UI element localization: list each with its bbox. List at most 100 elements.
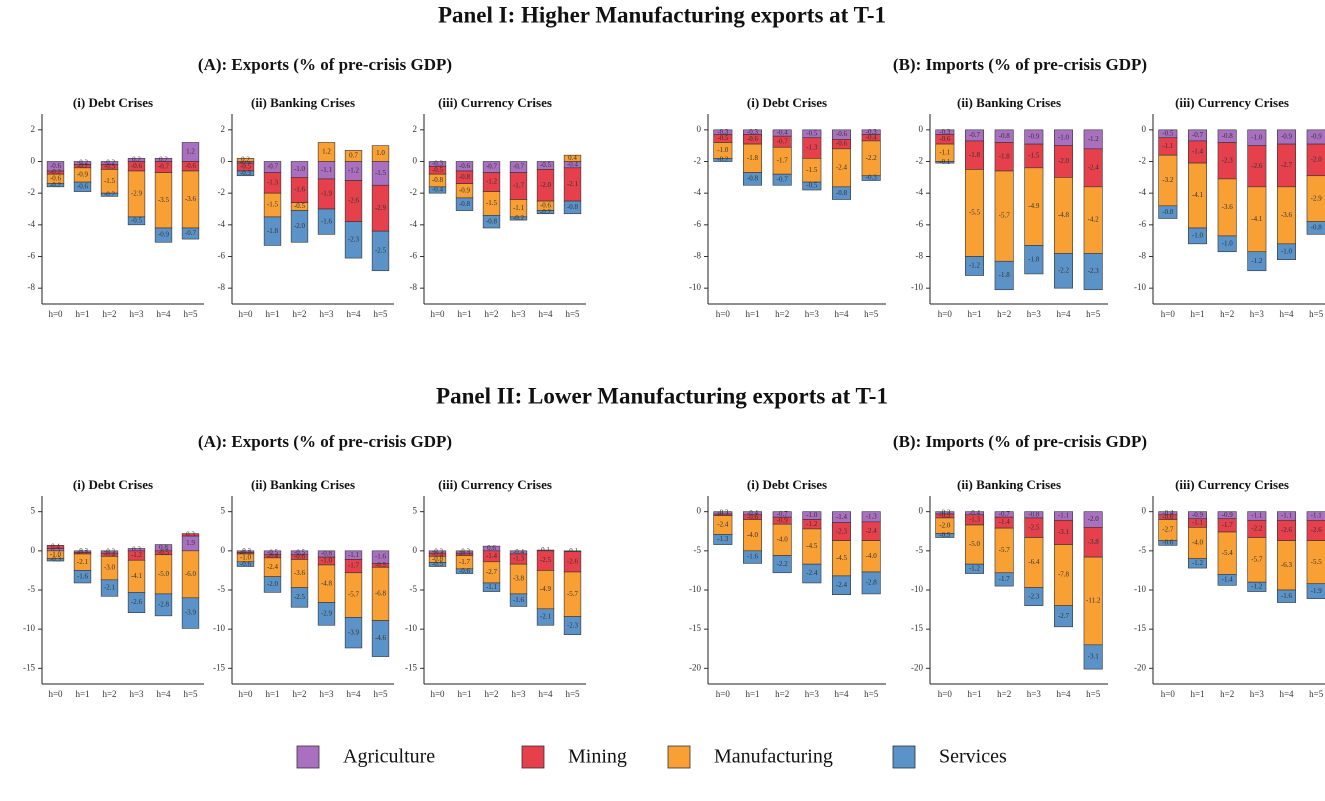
value-label: -1.7 xyxy=(1222,521,1234,529)
value-label: -0.1 xyxy=(567,547,579,555)
x-tick-label: h=2 xyxy=(484,309,498,319)
value-label: -0.7 xyxy=(158,163,170,171)
value-label: -1.5 xyxy=(104,177,116,185)
x-tick-label: h=1 xyxy=(265,689,279,699)
value-label: -0.9 xyxy=(77,171,89,179)
value-label: -2.0 xyxy=(939,521,951,529)
value-label: -1.2 xyxy=(1251,582,1263,590)
value-label: -4.5 xyxy=(806,542,818,550)
x-tick-label: h=5 xyxy=(1309,309,1324,319)
value-label: -0.4 xyxy=(777,129,789,137)
x-tick-label: h=0 xyxy=(48,689,63,699)
value-label: -0.4 xyxy=(513,548,525,556)
value-label: -1.7 xyxy=(513,182,525,190)
bar-segment xyxy=(772,555,792,574)
value-label: -0.9 xyxy=(1222,511,1234,519)
value-label: -2.8 xyxy=(866,579,878,587)
x-tick-label: h=0 xyxy=(1161,689,1176,699)
value-label: -0.2 xyxy=(77,549,89,557)
bar-segment xyxy=(236,158,255,162)
value-label: -1.1 xyxy=(1281,512,1293,520)
value-label: -3.9 xyxy=(348,628,360,636)
value-label: -1.0 xyxy=(1251,133,1263,141)
value-label: -11.2 xyxy=(1086,597,1101,605)
bar-segment xyxy=(1083,253,1103,291)
y-tick-label: 2 xyxy=(221,124,226,134)
value-label: 0.3 xyxy=(186,530,195,538)
x-tick-label: h=3 xyxy=(805,309,820,319)
y-tick-label: -8 xyxy=(410,282,418,292)
value-label: -0.8 xyxy=(486,217,498,225)
value-label: -0.5 xyxy=(806,129,818,137)
value-label: -1.0 xyxy=(1222,239,1234,247)
bar-segment xyxy=(46,545,65,549)
value-label: -0.5 xyxy=(939,512,951,520)
value-label: -0.3 xyxy=(866,174,878,182)
x-tick-label: h=3 xyxy=(1027,309,1042,319)
y-tick-label: -4 xyxy=(694,187,702,197)
value-label: -1.2 xyxy=(1088,135,1100,143)
y-tick-label: -4 xyxy=(1139,187,1147,197)
bar-segment xyxy=(263,216,282,246)
value-label: -1.0 xyxy=(1192,232,1204,240)
bar-segment xyxy=(46,558,65,562)
value-label: -1.3 xyxy=(513,555,525,563)
value-label: 1.9 xyxy=(186,539,195,547)
bar-segment xyxy=(994,260,1014,291)
value-label: -2.0 xyxy=(1088,515,1100,523)
value-label: -4.8 xyxy=(1058,211,1070,219)
bar-segment xyxy=(236,170,255,177)
x-tick-label: h=4 xyxy=(1056,309,1071,319)
value-label: -3.2 xyxy=(1162,176,1174,184)
value-label: 1.2 xyxy=(186,148,195,156)
value-label: -1.5 xyxy=(267,201,279,209)
value-label: 1.0 xyxy=(376,149,385,157)
bar-segment xyxy=(563,616,582,635)
value-label: -0.2 xyxy=(717,156,729,164)
value-label: -0.5 xyxy=(131,216,143,224)
x-tick-label: h=4 xyxy=(156,689,171,699)
value-label: -2.0 xyxy=(540,181,552,189)
value-label: -0.5 xyxy=(375,561,387,569)
value-label: -1.3 xyxy=(717,535,729,543)
value-label: -1.9 xyxy=(321,190,333,198)
x-tick-label: h=3 xyxy=(319,689,334,699)
value-label: -0.3 xyxy=(939,128,951,136)
value-label: -0.5 xyxy=(717,134,729,142)
bar-segment xyxy=(1247,581,1267,592)
value-label: -3.6 xyxy=(1222,203,1234,211)
value-label: -0.5 xyxy=(240,163,252,171)
value-label: -1.5 xyxy=(806,166,818,174)
x-tick-label: h=5 xyxy=(373,689,388,699)
value-label: -2.0 xyxy=(1311,156,1323,164)
value-label: -0.6 xyxy=(50,162,62,170)
x-tick-label: h=1 xyxy=(265,309,279,319)
value-label: -1.8 xyxy=(267,227,279,235)
value-label: -5.0 xyxy=(158,570,170,578)
value-label: -2.7 xyxy=(1058,612,1070,620)
value-label: -0.9 xyxy=(459,186,471,194)
value-label: -1.1 xyxy=(486,583,498,591)
y-tick-label: -8 xyxy=(1139,251,1147,261)
chart-title: (i) Debt Crises xyxy=(747,95,827,110)
x-tick-label: h=1 xyxy=(75,309,89,319)
bar-segment xyxy=(181,533,200,537)
x-tick-label: h=1 xyxy=(967,689,981,699)
bar-segment xyxy=(100,192,119,197)
value-label: -1.8 xyxy=(747,154,759,162)
x-tick-label: h=4 xyxy=(156,309,171,319)
legend-swatch xyxy=(521,745,545,769)
value-label: 0.3 xyxy=(51,545,60,553)
y-tick-label: -4 xyxy=(218,219,226,229)
value-label: -1.2 xyxy=(969,262,981,270)
value-label: -1.1 xyxy=(321,166,333,174)
x-tick-label: h=4 xyxy=(538,689,553,699)
x-tick-label: h=4 xyxy=(1279,689,1294,699)
value-label: -3.5 xyxy=(158,196,170,204)
bar-segment xyxy=(482,582,501,592)
value-label: -1.5 xyxy=(1028,152,1040,160)
x-tick-label: h=2 xyxy=(102,309,116,319)
value-label: -1.2 xyxy=(131,551,143,559)
group-title: (A): Exports (% of pre-crisis GDP) xyxy=(198,432,452,451)
value-label: -0.5 xyxy=(939,531,951,539)
